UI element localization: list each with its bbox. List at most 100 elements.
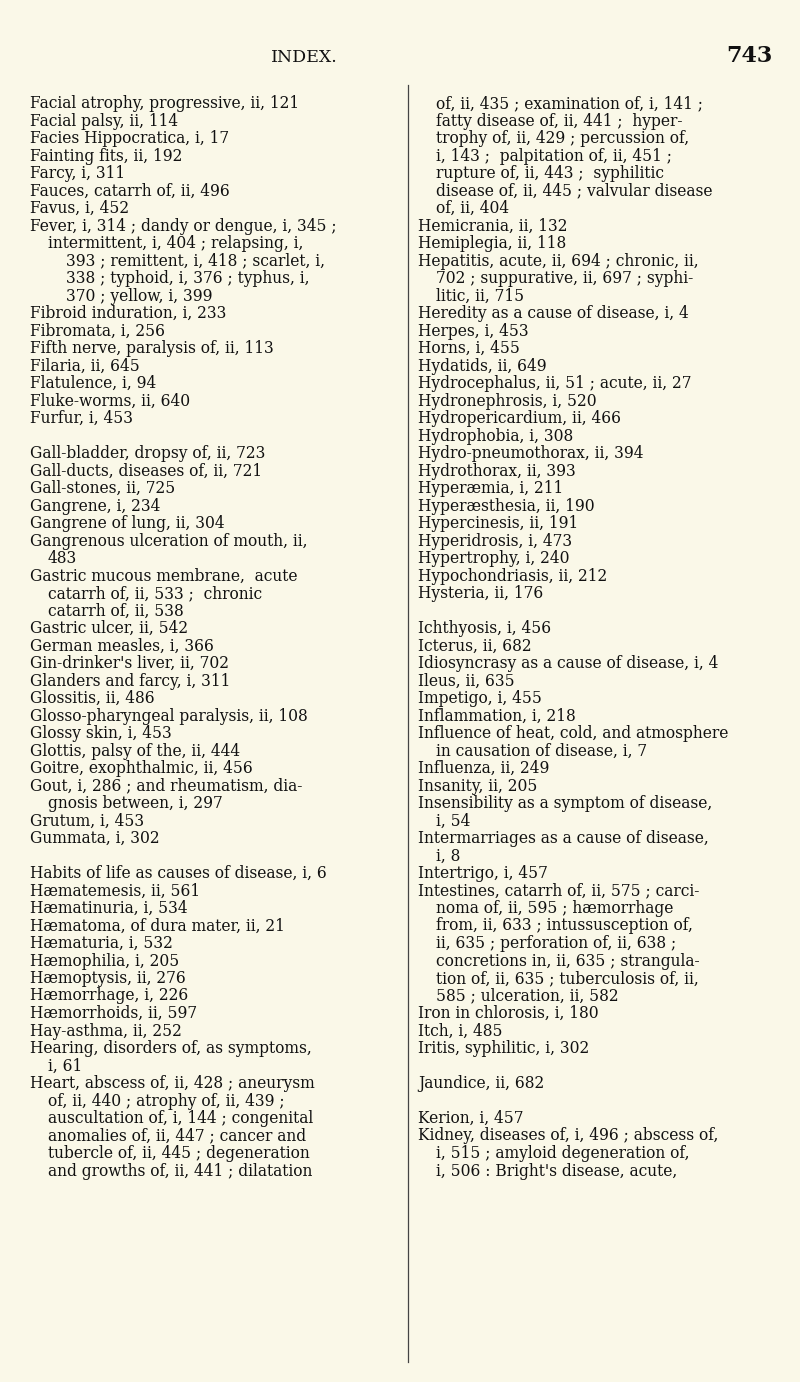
Text: Grutum, i, 453: Grutum, i, 453 <box>30 813 144 829</box>
Text: litic, ii, 715: litic, ii, 715 <box>436 287 524 304</box>
Text: Fever, i, 314 ; dandy or dengue, i, 345 ;: Fever, i, 314 ; dandy or dengue, i, 345 … <box>30 217 337 235</box>
Text: Hemiplegia, ii, 118: Hemiplegia, ii, 118 <box>418 235 566 252</box>
Text: Hydrophobia, i, 308: Hydrophobia, i, 308 <box>418 427 574 445</box>
Text: Facial atrophy, progressive, ii, 121: Facial atrophy, progressive, ii, 121 <box>30 95 299 112</box>
Text: Hæmorrhoids, ii, 597: Hæmorrhoids, ii, 597 <box>30 1005 197 1023</box>
Text: Fauces, catarrh of, ii, 496: Fauces, catarrh of, ii, 496 <box>30 182 230 199</box>
Text: Glossy skin, i, 453: Glossy skin, i, 453 <box>30 726 172 742</box>
Text: Hyperidrosis, i, 473: Hyperidrosis, i, 473 <box>418 532 572 550</box>
Text: Intestines, catarrh of, ii, 575 ; carci-: Intestines, catarrh of, ii, 575 ; carci- <box>418 883 699 900</box>
Text: Fibroid induration, i, 233: Fibroid induration, i, 233 <box>30 305 226 322</box>
Text: Hæmorrhage, i, 226: Hæmorrhage, i, 226 <box>30 988 188 1005</box>
Text: Iron in chlorosis, i, 180: Iron in chlorosis, i, 180 <box>418 1005 598 1023</box>
Text: of, ii, 440 ; atrophy of, ii, 439 ;: of, ii, 440 ; atrophy of, ii, 439 ; <box>48 1093 285 1110</box>
Text: Heart, abscess of, ii, 428 ; aneurysm: Heart, abscess of, ii, 428 ; aneurysm <box>30 1075 314 1092</box>
Text: Inflammation, i, 218: Inflammation, i, 218 <box>418 708 576 724</box>
Text: Glanders and farcy, i, 311: Glanders and farcy, i, 311 <box>30 673 230 690</box>
Text: tubercle of, ii, 445 ; degeneration: tubercle of, ii, 445 ; degeneration <box>48 1146 310 1162</box>
Text: Gall-ducts, diseases of, ii, 721: Gall-ducts, diseases of, ii, 721 <box>30 463 262 480</box>
Text: Hyperæsthesia, ii, 190: Hyperæsthesia, ii, 190 <box>418 498 594 514</box>
Text: Farcy, i, 311: Farcy, i, 311 <box>30 164 125 182</box>
Text: Hypercinesis, ii, 191: Hypercinesis, ii, 191 <box>418 515 578 532</box>
Text: noma of, ii, 595 ; hæmorrhage: noma of, ii, 595 ; hæmorrhage <box>436 900 674 918</box>
Text: in causation of disease, i, 7: in causation of disease, i, 7 <box>436 742 647 760</box>
Text: Gastric ulcer, ii, 542: Gastric ulcer, ii, 542 <box>30 621 188 637</box>
Text: i, 506 : Bright's disease, acute,: i, 506 : Bright's disease, acute, <box>436 1162 678 1179</box>
Text: 585 ; ulceration, ii, 582: 585 ; ulceration, ii, 582 <box>436 988 618 1005</box>
Text: Impetigo, i, 455: Impetigo, i, 455 <box>418 690 542 708</box>
Text: Influence of heat, cold, and atmosphere: Influence of heat, cold, and atmosphere <box>418 726 728 742</box>
Text: Fibromata, i, 256: Fibromata, i, 256 <box>30 322 165 340</box>
Text: Hæmatinuria, i, 534: Hæmatinuria, i, 534 <box>30 900 188 918</box>
Text: Herpes, i, 453: Herpes, i, 453 <box>418 322 529 340</box>
Text: Hæmophilia, i, 205: Hæmophilia, i, 205 <box>30 952 179 970</box>
Text: Fluke-worms, ii, 640: Fluke-worms, ii, 640 <box>30 392 190 409</box>
Text: Goitre, exophthalmic, ii, 456: Goitre, exophthalmic, ii, 456 <box>30 760 253 777</box>
Text: Gall-bladder, dropsy of, ii, 723: Gall-bladder, dropsy of, ii, 723 <box>30 445 266 462</box>
Text: catarrh of, ii, 533 ;  chronic: catarrh of, ii, 533 ; chronic <box>48 585 262 603</box>
Text: of, ii, 404: of, ii, 404 <box>436 200 509 217</box>
Text: 393 ; remittent, i, 418 ; scarlet, i,: 393 ; remittent, i, 418 ; scarlet, i, <box>66 253 325 269</box>
Text: German measles, i, 366: German measles, i, 366 <box>30 637 214 655</box>
Text: Iritis, syphilitic, i, 302: Iritis, syphilitic, i, 302 <box>418 1041 590 1057</box>
Text: Idiosyncrasy as a cause of disease, i, 4: Idiosyncrasy as a cause of disease, i, 4 <box>418 655 718 672</box>
Text: auscultation of, i, 144 ; congenital: auscultation of, i, 144 ; congenital <box>48 1110 314 1126</box>
Text: Icterus, ii, 682: Icterus, ii, 682 <box>418 637 532 655</box>
Text: Hepatitis, acute, ii, 694 ; chronic, ii,: Hepatitis, acute, ii, 694 ; chronic, ii, <box>418 253 698 269</box>
Text: Itch, i, 485: Itch, i, 485 <box>418 1023 502 1039</box>
Text: Facial palsy, ii, 114: Facial palsy, ii, 114 <box>30 112 178 130</box>
Text: Hydronephrosis, i, 520: Hydronephrosis, i, 520 <box>418 392 597 409</box>
Text: 743: 743 <box>726 46 772 66</box>
Text: Insensibility as a symptom of disease,: Insensibility as a symptom of disease, <box>418 795 712 813</box>
Text: Intertrigo, i, 457: Intertrigo, i, 457 <box>418 865 548 882</box>
Text: and growths of, ii, 441 ; dilatation: and growths of, ii, 441 ; dilatation <box>48 1162 312 1179</box>
Text: Horns, i, 455: Horns, i, 455 <box>418 340 520 357</box>
Text: catarrh of, ii, 538: catarrh of, ii, 538 <box>48 603 184 619</box>
Text: Hydatids, ii, 649: Hydatids, ii, 649 <box>418 358 546 375</box>
Text: Gangrene, i, 234: Gangrene, i, 234 <box>30 498 160 514</box>
Text: from, ii, 633 ; intussusception of,: from, ii, 633 ; intussusception of, <box>436 918 693 934</box>
Text: Ileus, ii, 635: Ileus, ii, 635 <box>418 673 514 690</box>
Text: i, 8: i, 8 <box>436 847 460 865</box>
Text: Hæmaturia, i, 532: Hæmaturia, i, 532 <box>30 936 173 952</box>
Text: Hyperæmia, i, 211: Hyperæmia, i, 211 <box>418 480 563 498</box>
Text: i, 54: i, 54 <box>436 813 470 829</box>
Text: Hypochondriasis, ii, 212: Hypochondriasis, ii, 212 <box>418 568 607 585</box>
Text: Habits of life as causes of disease, i, 6: Habits of life as causes of disease, i, … <box>30 865 326 882</box>
Text: Influenza, ii, 249: Influenza, ii, 249 <box>418 760 550 777</box>
Text: gnosis between, i, 297: gnosis between, i, 297 <box>48 795 222 813</box>
Text: Glottis, palsy of the, ii, 444: Glottis, palsy of the, ii, 444 <box>30 742 240 760</box>
Text: anomalies of, ii, 447 ; cancer and: anomalies of, ii, 447 ; cancer and <box>48 1128 306 1144</box>
Text: Hypertrophy, i, 240: Hypertrophy, i, 240 <box>418 550 570 567</box>
Text: Intermarriages as a cause of disease,: Intermarriages as a cause of disease, <box>418 831 709 847</box>
Text: intermittent, i, 404 ; relapsing, i,: intermittent, i, 404 ; relapsing, i, <box>48 235 303 252</box>
Text: Facies Hippocratica, i, 17: Facies Hippocratica, i, 17 <box>30 130 229 146</box>
Text: Favus, i, 452: Favus, i, 452 <box>30 200 129 217</box>
Text: i, 143 ;  palpitation of, ii, 451 ;: i, 143 ; palpitation of, ii, 451 ; <box>436 148 672 164</box>
Text: Hydrocephalus, ii, 51 ; acute, ii, 27: Hydrocephalus, ii, 51 ; acute, ii, 27 <box>418 375 691 392</box>
Text: of, ii, 435 ; examination of, i, 141 ;: of, ii, 435 ; examination of, i, 141 ; <box>436 95 703 112</box>
Text: i, 61: i, 61 <box>48 1057 82 1074</box>
Text: Fifth nerve, paralysis of, ii, 113: Fifth nerve, paralysis of, ii, 113 <box>30 340 274 357</box>
Text: Gastric mucous membrane,  acute: Gastric mucous membrane, acute <box>30 568 298 585</box>
Text: Hay-asthma, ii, 252: Hay-asthma, ii, 252 <box>30 1023 182 1039</box>
Text: Insanity, ii, 205: Insanity, ii, 205 <box>418 778 538 795</box>
Text: Filaria, ii, 645: Filaria, ii, 645 <box>30 358 140 375</box>
Text: Gangrene of lung, ii, 304: Gangrene of lung, ii, 304 <box>30 515 225 532</box>
Text: Heredity as a cause of disease, i, 4: Heredity as a cause of disease, i, 4 <box>418 305 689 322</box>
Text: 370 ; yellow, i, 399: 370 ; yellow, i, 399 <box>66 287 213 304</box>
Text: Hydropericardium, ii, 466: Hydropericardium, ii, 466 <box>418 410 621 427</box>
Text: Glossitis, ii, 486: Glossitis, ii, 486 <box>30 690 154 708</box>
Text: i, 515 ; amyloid degeneration of,: i, 515 ; amyloid degeneration of, <box>436 1146 690 1162</box>
Text: fatty disease of, ii, 441 ;  hyper-: fatty disease of, ii, 441 ; hyper- <box>436 112 682 130</box>
Text: Gin-drinker's liver, ii, 702: Gin-drinker's liver, ii, 702 <box>30 655 229 672</box>
Text: Gangrenous ulceration of mouth, ii,: Gangrenous ulceration of mouth, ii, <box>30 532 307 550</box>
Text: disease of, ii, 445 ; valvular disease: disease of, ii, 445 ; valvular disease <box>436 182 713 199</box>
Text: Jaundice, ii, 682: Jaundice, ii, 682 <box>418 1075 544 1092</box>
Text: INDEX.: INDEX. <box>270 48 338 66</box>
Text: 702 ; suppurative, ii, 697 ; syphi-: 702 ; suppurative, ii, 697 ; syphi- <box>436 269 694 287</box>
Text: Flatulence, i, 94: Flatulence, i, 94 <box>30 375 156 392</box>
Text: Glosso-pharyngeal paralysis, ii, 108: Glosso-pharyngeal paralysis, ii, 108 <box>30 708 308 724</box>
Text: tion of, ii, 635 ; tuberculosis of, ii,: tion of, ii, 635 ; tuberculosis of, ii, <box>436 970 698 987</box>
Text: Ichthyosis, i, 456: Ichthyosis, i, 456 <box>418 621 551 637</box>
